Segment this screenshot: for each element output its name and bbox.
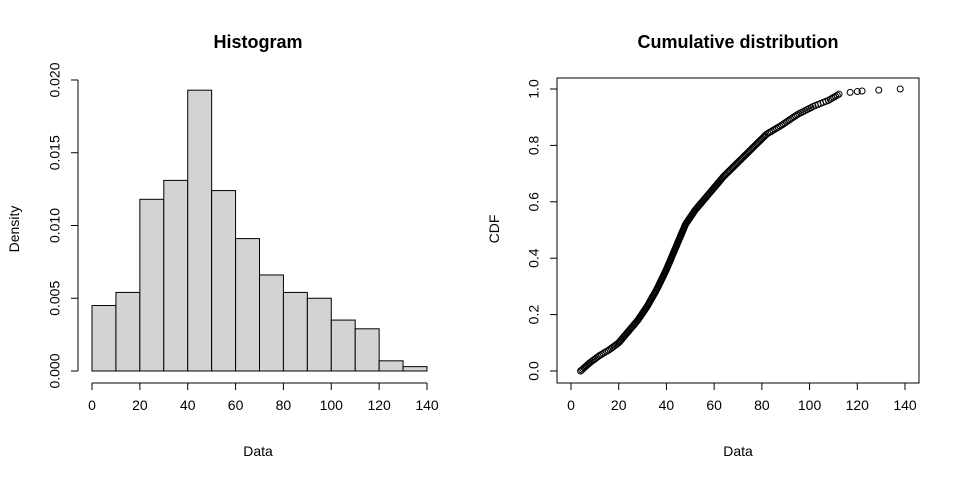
cdf-x-tick-label: 0 xyxy=(567,397,575,413)
cdf-plot-box xyxy=(556,77,920,384)
histogram-bar xyxy=(402,366,428,372)
cdf-point xyxy=(858,87,866,95)
cdf-point xyxy=(833,91,841,99)
cdf-x-tick-label: 20 xyxy=(611,397,627,413)
cdf-point xyxy=(828,94,836,102)
histogram-bar xyxy=(91,305,117,372)
histogram-x-tick-label: 120 xyxy=(367,397,391,413)
cdf-point xyxy=(830,93,838,101)
cdf-point xyxy=(599,349,607,357)
cdf-panel: Cumulative distribution Data CDF 0 20 40 60… xyxy=(486,32,920,459)
histogram-bar xyxy=(354,328,380,372)
histogram-x-tick-label: 20 xyxy=(132,397,148,413)
histogram-title: Histogram xyxy=(213,32,302,52)
histogram-x-tick-label: 40 xyxy=(180,397,196,413)
cdf-title: Cumulative distribution xyxy=(637,32,838,52)
cdf-point xyxy=(766,128,774,136)
cdf-point xyxy=(596,352,604,360)
histogram-y-tick-label: 0.010 xyxy=(47,208,63,243)
histogram-bar xyxy=(163,179,189,372)
cdf-x-tick-label: 140 xyxy=(893,397,917,413)
cdf-points xyxy=(577,85,904,375)
cdf-point xyxy=(769,126,777,134)
histogram-bar xyxy=(115,291,141,372)
histogram-x-tick-label: 80 xyxy=(276,397,292,413)
cdf-y-tick-label: 0.0 xyxy=(526,361,542,381)
histogram-y-tick-label: 0.000 xyxy=(47,353,63,388)
cdf-x-tick-label: 60 xyxy=(706,397,722,413)
histogram-bar xyxy=(306,297,332,372)
cdf-y-tick-label: 0.8 xyxy=(526,135,542,155)
histogram-y-tick-label: 0.005 xyxy=(47,281,63,316)
cdf-y-tick-label: 0.6 xyxy=(526,192,542,212)
cdf-point xyxy=(835,90,843,98)
cdf-point xyxy=(597,350,605,358)
cdf-x-axis: 0 20 40 60 80 100 120 140 xyxy=(567,382,917,413)
histogram-y-axis: 0.000 0.005 0.010 0.015 0.020 xyxy=(47,62,79,389)
histogram-bar xyxy=(259,274,284,372)
cdf-x-tick-label: 120 xyxy=(846,397,870,413)
cdf-point xyxy=(846,88,854,96)
cdf-point xyxy=(875,86,883,94)
cdf-x-label: Data xyxy=(723,443,753,459)
cdf-y-label: CDF xyxy=(486,215,502,244)
histogram-y-tick-label: 0.020 xyxy=(47,62,63,97)
histogram-bar xyxy=(330,319,356,372)
cdf-y-tick-label: 0.2 xyxy=(526,305,542,325)
cdf-point xyxy=(601,348,609,356)
histogram-x-tick-label: 60 xyxy=(228,397,244,413)
cdf-point xyxy=(767,127,775,135)
cdf-x-tick-label: 40 xyxy=(659,397,675,413)
cdf-point xyxy=(773,124,781,132)
cdf-point xyxy=(771,125,779,133)
histogram-x-label: Data xyxy=(243,443,273,459)
cdf-x-tick-label: 100 xyxy=(798,397,822,413)
histogram-y-label: Density xyxy=(6,206,22,253)
histogram-x-tick-label: 0 xyxy=(88,397,96,413)
histogram-bar xyxy=(211,190,237,372)
cdf-y-axis: 0.0 0.2 0.4 0.6 0.8 1.0 xyxy=(526,79,558,381)
cdf-point xyxy=(826,95,834,103)
histogram-bar xyxy=(187,89,213,372)
histogram-panel: Histogram Data Density 0 20 40 60 80 100 120 14… xyxy=(6,32,439,459)
cdf-y-tick-label: 1.0 xyxy=(526,79,542,99)
histogram-x-tick-label: 100 xyxy=(320,397,344,413)
cdf-point xyxy=(774,123,782,131)
cdf-point xyxy=(764,129,772,137)
histogram-bars xyxy=(91,89,428,372)
histogram-bar xyxy=(235,238,260,372)
histogram-x-tick-label: 140 xyxy=(415,397,439,413)
histogram-x-axis: 0 20 40 60 80 100 120 140 xyxy=(88,382,439,413)
histogram-bar xyxy=(282,291,308,372)
cdf-point xyxy=(853,88,861,96)
cdf-point xyxy=(896,85,904,93)
histogram-bar xyxy=(139,198,165,372)
cdf-point xyxy=(832,92,840,100)
cdf-y-tick-label: 0.4 xyxy=(526,248,542,268)
histogram-y-tick-label: 0.015 xyxy=(47,135,63,170)
cdf-x-tick-label: 80 xyxy=(754,397,770,413)
histogram-bar xyxy=(378,360,404,372)
